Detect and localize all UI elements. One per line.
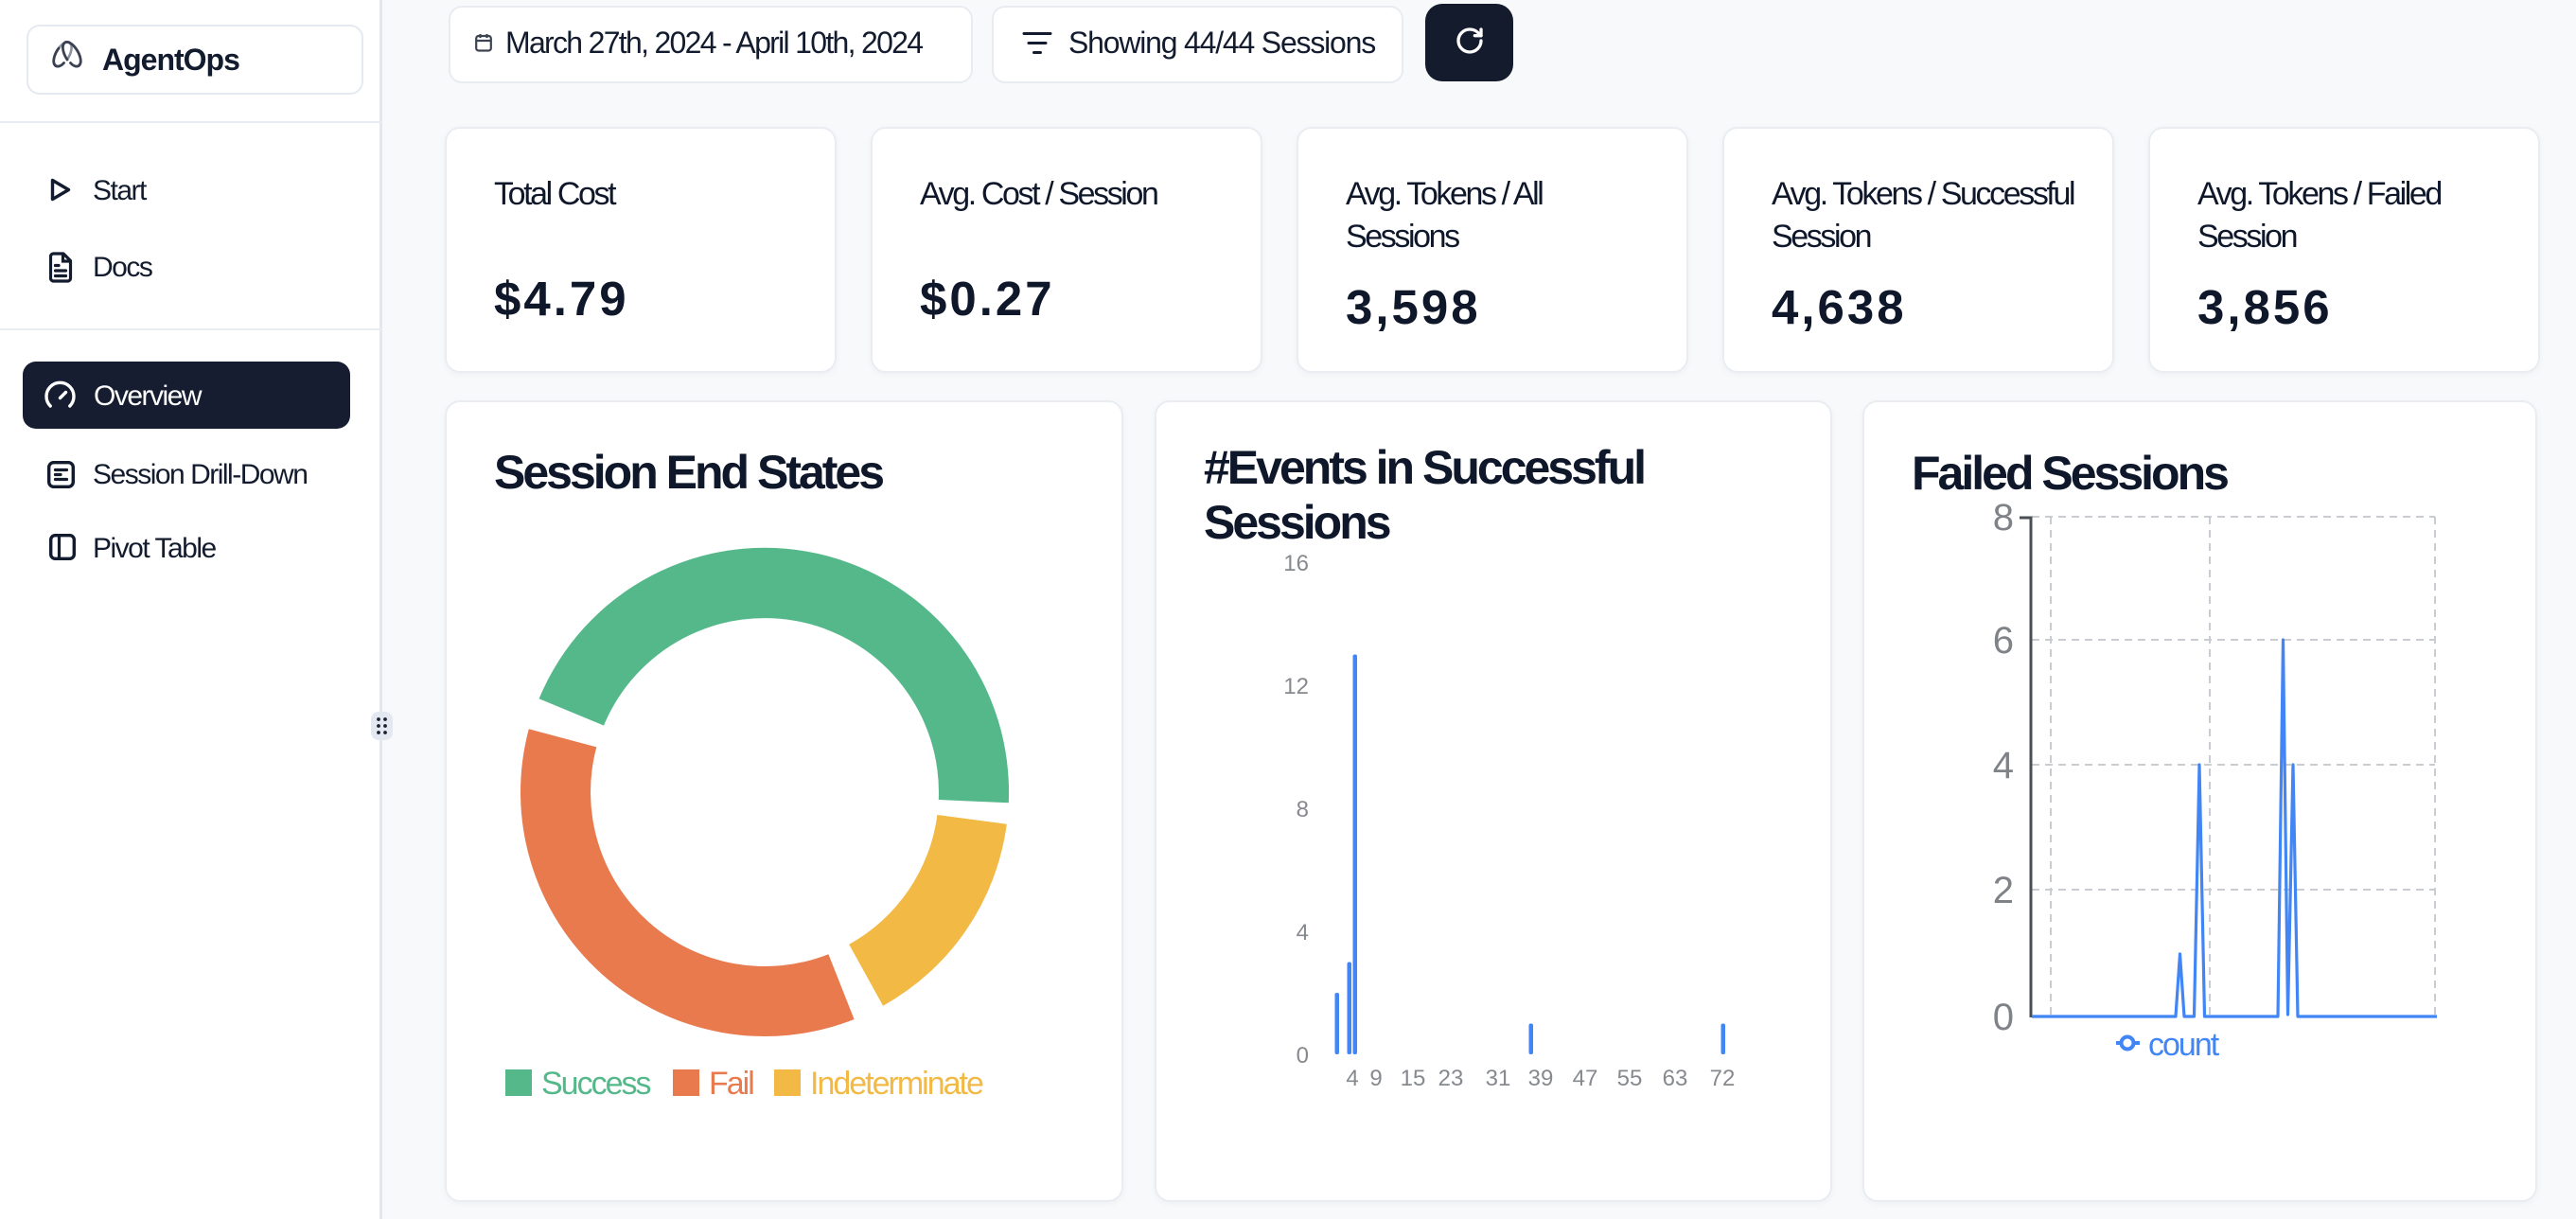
svg-text:31: 31 — [1486, 1066, 1511, 1091]
svg-text:8: 8 — [1297, 797, 1309, 822]
svg-text:63: 63 — [1663, 1066, 1688, 1091]
svg-text:15: 15 — [1401, 1066, 1426, 1091]
svg-text:9: 9 — [1369, 1066, 1382, 1091]
svg-text:23: 23 — [1438, 1066, 1464, 1091]
svg-text:0: 0 — [1993, 997, 2014, 1038]
svg-text:Success: Success — [541, 1066, 650, 1102]
svg-text:4: 4 — [1297, 920, 1309, 945]
svg-text:47: 47 — [1573, 1066, 1598, 1091]
svg-text:4: 4 — [1346, 1066, 1358, 1091]
svg-text:8: 8 — [1993, 497, 2014, 539]
svg-text:6: 6 — [1993, 620, 2014, 662]
svg-text:2: 2 — [1993, 870, 2014, 911]
svg-text:16: 16 — [1283, 551, 1309, 576]
svg-text:12: 12 — [1283, 674, 1309, 699]
svg-text:Fail: Fail — [709, 1066, 753, 1102]
svg-text:39: 39 — [1528, 1066, 1554, 1091]
svg-text:0: 0 — [1297, 1043, 1309, 1069]
svg-text:72: 72 — [1710, 1066, 1736, 1091]
svg-text:55: 55 — [1617, 1066, 1643, 1091]
svg-text:4: 4 — [1993, 745, 2014, 786]
svg-text:count: count — [2148, 1027, 2220, 1063]
svg-text:Indeterminate: Indeterminate — [810, 1066, 983, 1102]
